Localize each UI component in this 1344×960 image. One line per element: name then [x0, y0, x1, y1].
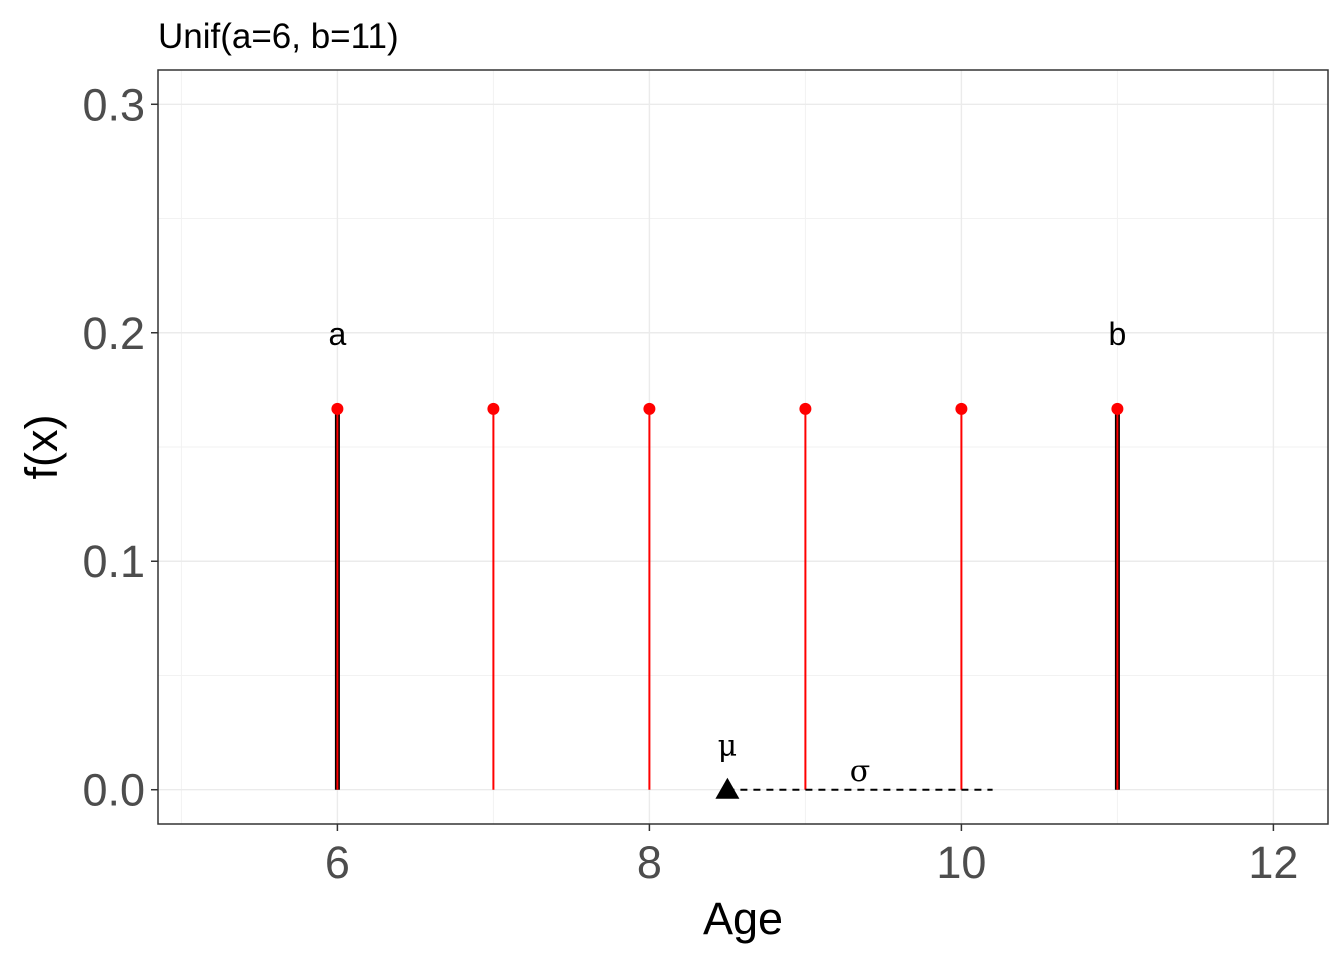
- plot-marks: [331, 402, 1124, 799]
- pmf-point: [955, 402, 968, 415]
- annotation-mu: μ: [718, 729, 738, 764]
- y-tick-label: 0.0: [82, 765, 145, 816]
- x-tick-label: 12: [1248, 837, 1298, 888]
- y-tick-label: 0.2: [82, 308, 145, 359]
- x-tick-label: 8: [637, 837, 662, 888]
- pmf-point: [1111, 402, 1124, 415]
- pmf-point: [799, 402, 812, 415]
- annotations: a b μ σ: [329, 316, 1127, 789]
- y-axis: 0.0 0.1 0.2 0.3: [82, 79, 158, 816]
- x-tick-label: 10: [936, 837, 986, 888]
- chart-title: Unif(a=6, b=11): [158, 17, 399, 56]
- mean-marker: [715, 777, 740, 799]
- pmf-point: [331, 402, 344, 415]
- y-tick-label: 0.1: [82, 536, 145, 587]
- x-axis-title: Age: [703, 893, 783, 944]
- plot-panel-border: [157, 69, 1329, 825]
- pmf-point: [487, 402, 500, 415]
- annotation-b: b: [1109, 316, 1127, 352]
- x-axis: 6 8 10 12: [325, 824, 1298, 888]
- pmf-point: [643, 402, 656, 415]
- y-axis-title: f(x): [16, 415, 67, 480]
- grid: [158, 70, 1328, 824]
- x-tick-label: 6: [325, 837, 350, 888]
- y-tick-label: 0.3: [82, 79, 145, 130]
- annotation-a: a: [329, 316, 347, 352]
- annotation-sigma: σ: [850, 754, 870, 789]
